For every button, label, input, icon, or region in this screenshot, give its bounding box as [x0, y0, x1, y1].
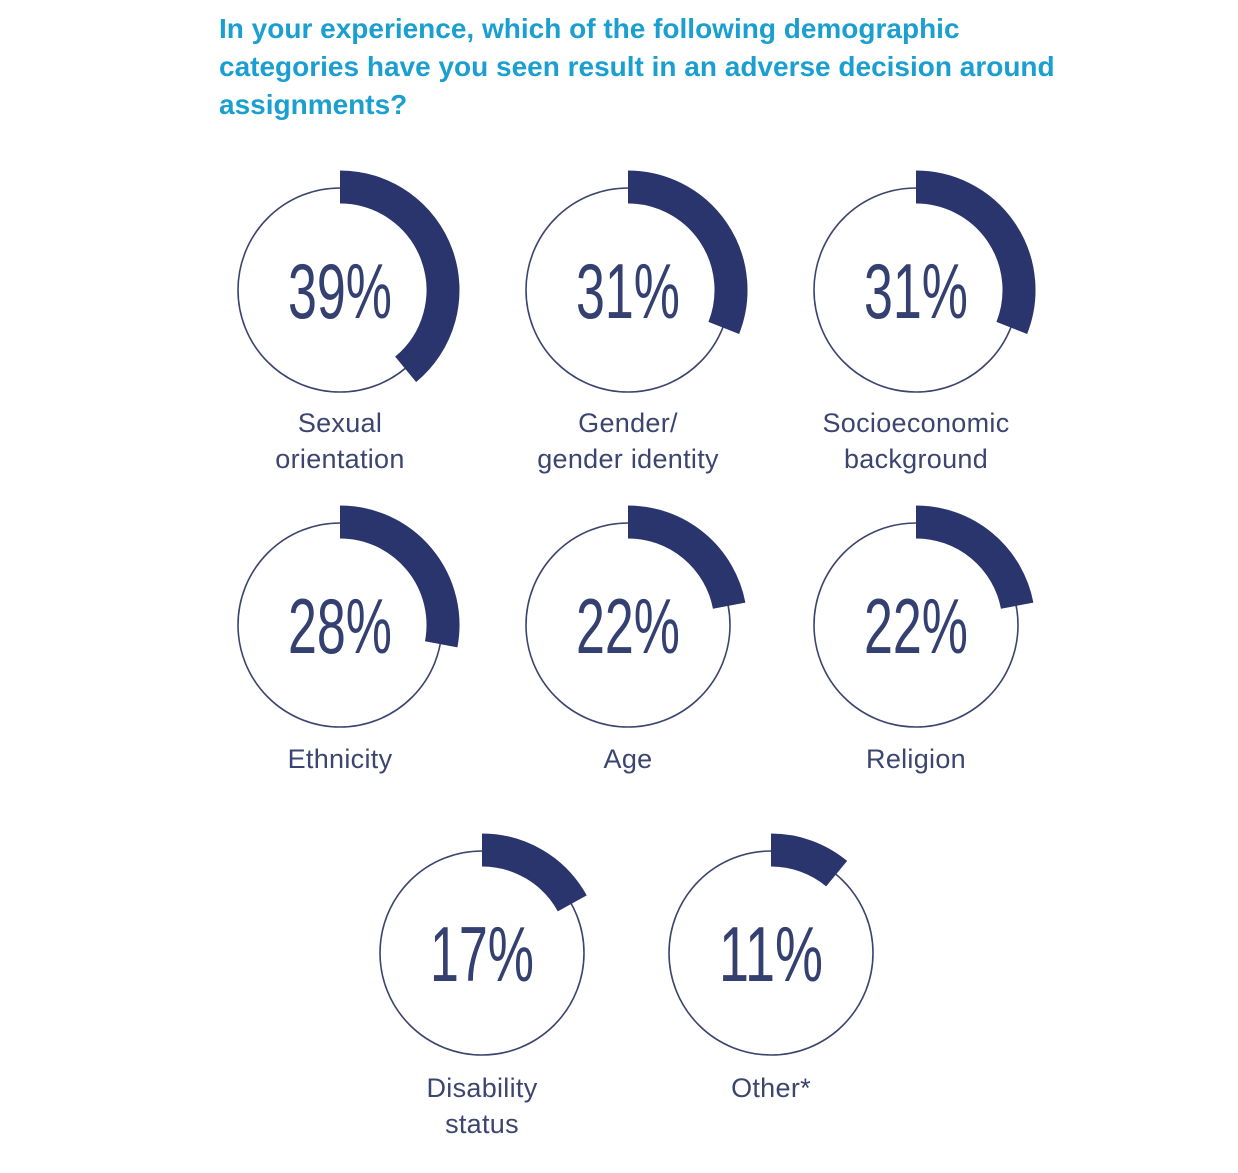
donut-group: 31% Socioeconomic background: [813, 170, 1036, 474]
donut-label: Age: [604, 744, 653, 774]
donut-percentage: 28%: [288, 582, 392, 670]
donut-arc: [481, 833, 587, 912]
donut-ring: [813, 522, 1019, 728]
donut-label: Sexual: [298, 408, 382, 438]
donut-percentage: 22%: [864, 582, 968, 670]
donut-group: 39% Sexual orientation: [237, 170, 460, 474]
donut-arc: [915, 170, 1036, 334]
donut-group: 22% Age: [525, 505, 746, 774]
donut-label: Disability: [426, 1073, 537, 1103]
donut-arc: [627, 170, 748, 334]
donut-group: 22% Religion: [813, 505, 1034, 774]
donut-arc: [770, 833, 848, 887]
donut-label: Socioeconomic: [823, 408, 1010, 438]
donut-percentage: 11%: [719, 910, 823, 998]
donut-arc: [627, 505, 746, 610]
chart-title: In your experience, which of the followi…: [219, 13, 1055, 120]
donut-group: 31% Gender/gender identity: [525, 170, 748, 474]
donut-arc: [915, 505, 1034, 610]
donut-ring: [525, 522, 731, 728]
donut-percentage: 31%: [576, 247, 680, 335]
donut-label: gender identity: [537, 444, 719, 474]
donut-label: Religion: [866, 744, 966, 774]
donut-label: status: [445, 1109, 519, 1139]
donut-label: Ethnicity: [288, 744, 393, 774]
donut-percentage: 31%: [864, 247, 968, 335]
donut-ring: [379, 850, 585, 1056]
donut-percentage: 39%: [288, 247, 392, 335]
donut-arc: [339, 170, 460, 383]
donut-percentage: 17%: [430, 910, 534, 998]
donut-percentage: 22%: [576, 582, 680, 670]
donut-label: Other*: [731, 1073, 811, 1103]
donut-group: 11% Other*: [668, 833, 874, 1103]
donut-label: background: [844, 444, 988, 474]
donut-group: 28% Ethnicity: [237, 505, 460, 774]
donut-label: orientation: [275, 444, 404, 474]
donut-arc: [339, 505, 460, 648]
donut-group: 17% Disability status: [379, 833, 587, 1139]
donut-label: Gender/: [578, 408, 678, 438]
